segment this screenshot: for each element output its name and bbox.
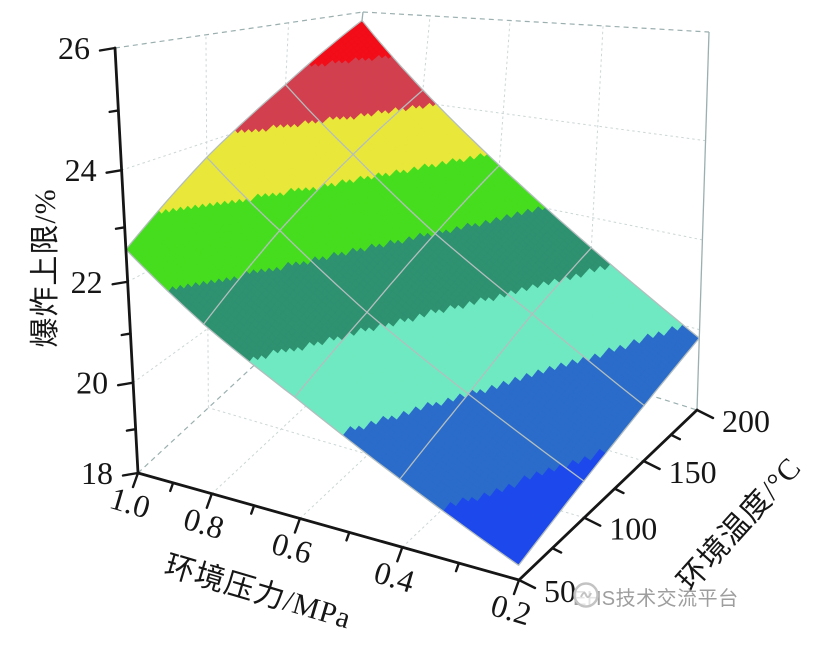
pressure-tick-label: 0.4 <box>370 554 419 600</box>
watermark: EHS技术交流平台 <box>573 582 739 611</box>
pressure-tick-label: 0.6 <box>268 525 317 571</box>
pressure-tick-label: 0.8 <box>180 500 229 546</box>
pressure-tick-label: 1.0 <box>106 480 155 526</box>
broadcast-logo-icon <box>573 582 599 608</box>
z-axis-title: 爆炸上限/% <box>29 188 62 348</box>
z-axis <box>98 46 140 477</box>
temperature-tick-label: 150 <box>669 454 717 490</box>
temperature-axis <box>517 408 715 590</box>
z-tick-label: 18 <box>81 455 113 491</box>
surface-mesh <box>125 19 700 566</box>
z-tick-label: 20 <box>76 365 108 401</box>
pressure-axis <box>131 471 521 596</box>
z-tick-label: 26 <box>58 30 90 66</box>
pressure-tick-label: 0.2 <box>487 587 536 633</box>
z-tick-label: 24 <box>65 152 97 188</box>
z-tick-label: 22 <box>71 264 103 300</box>
temperature-tick-label: 200 <box>722 403 770 439</box>
temperature-tick-label: 50 <box>544 573 576 609</box>
temperature-tick-label: 100 <box>609 511 657 547</box>
watermark-text: EHS技术交流平台 <box>573 588 739 610</box>
surface-bands <box>125 20 700 566</box>
